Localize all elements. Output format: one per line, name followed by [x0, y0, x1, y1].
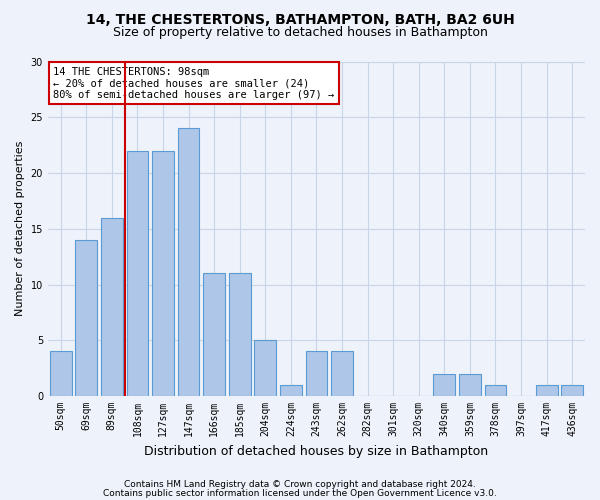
- Bar: [101, 218, 123, 396]
- Bar: [254, 340, 276, 396]
- Bar: [536, 385, 557, 396]
- Bar: [485, 385, 506, 396]
- Text: Size of property relative to detached houses in Bathampton: Size of property relative to detached ho…: [113, 26, 487, 39]
- Bar: [305, 352, 328, 396]
- Text: 14, THE CHESTERTONS, BATHAMPTON, BATH, BA2 6UH: 14, THE CHESTERTONS, BATHAMPTON, BATH, B…: [86, 12, 514, 26]
- Bar: [203, 274, 225, 396]
- Bar: [459, 374, 481, 396]
- Text: Contains HM Land Registry data © Crown copyright and database right 2024.: Contains HM Land Registry data © Crown c…: [124, 480, 476, 489]
- Bar: [229, 274, 251, 396]
- Bar: [331, 352, 353, 396]
- Bar: [50, 352, 71, 396]
- Bar: [562, 385, 583, 396]
- Bar: [127, 150, 148, 396]
- Bar: [280, 385, 302, 396]
- Bar: [433, 374, 455, 396]
- Bar: [178, 128, 199, 396]
- Bar: [152, 150, 174, 396]
- X-axis label: Distribution of detached houses by size in Bathampton: Distribution of detached houses by size …: [145, 444, 488, 458]
- Text: Contains public sector information licensed under the Open Government Licence v3: Contains public sector information licen…: [103, 488, 497, 498]
- Y-axis label: Number of detached properties: Number of detached properties: [15, 141, 25, 316]
- Bar: [76, 240, 97, 396]
- Text: 14 THE CHESTERTONS: 98sqm
← 20% of detached houses are smaller (24)
80% of semi-: 14 THE CHESTERTONS: 98sqm ← 20% of detac…: [53, 66, 335, 100]
